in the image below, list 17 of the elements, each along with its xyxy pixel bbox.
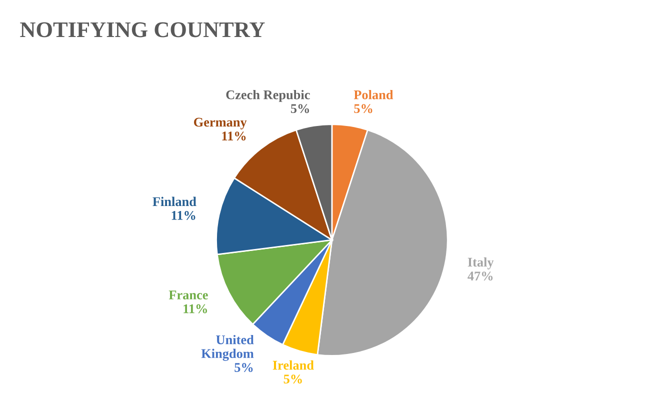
slice-label: Czech Repubic bbox=[226, 90, 310, 102]
chart-title: NOTIFYING COUNTRY bbox=[20, 22, 265, 38]
slice-label: France bbox=[168, 290, 208, 300]
data-label: 5% bbox=[234, 363, 253, 372]
data-label: 5% bbox=[284, 374, 302, 384]
slice-label: Finland bbox=[152, 196, 196, 206]
data-label: 11% bbox=[172, 210, 196, 220]
slice-label: Germany bbox=[194, 118, 247, 130]
slice-label: Italy bbox=[468, 257, 494, 270]
data-label: 47% bbox=[468, 272, 493, 281]
slice-label: United Kingdom bbox=[201, 334, 254, 361]
data-label: 11% bbox=[184, 304, 207, 314]
data-label: 5% bbox=[354, 104, 372, 114]
data-label: 5% bbox=[290, 104, 309, 114]
data-label: 11% bbox=[222, 132, 246, 141]
slice-label: Poland bbox=[354, 90, 394, 100]
slice-label: Ireland bbox=[272, 360, 314, 370]
